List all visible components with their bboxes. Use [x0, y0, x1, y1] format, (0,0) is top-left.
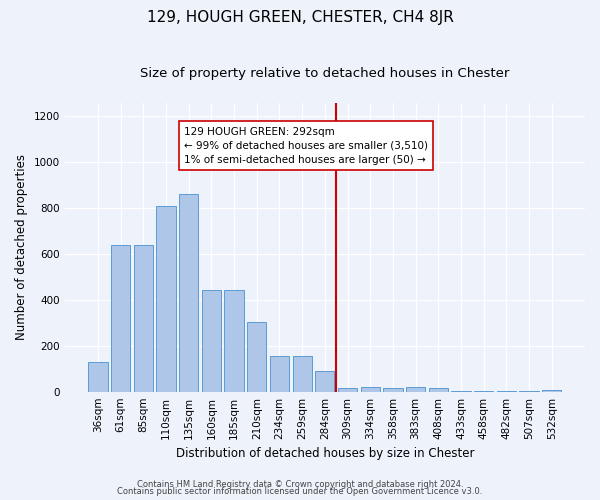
Text: 129, HOUGH GREEN, CHESTER, CH4 8JR: 129, HOUGH GREEN, CHESTER, CH4 8JR — [146, 10, 454, 25]
Bar — [134, 245, 153, 392]
Text: 129 HOUGH GREEN: 292sqm
← 99% of detached houses are smaller (3,510)
1% of semi-: 129 HOUGH GREEN: 292sqm ← 99% of detache… — [184, 126, 428, 164]
Bar — [474, 390, 493, 392]
Bar — [315, 371, 334, 392]
Text: Contains HM Land Registry data © Crown copyright and database right 2024.: Contains HM Land Registry data © Crown c… — [137, 480, 463, 489]
Y-axis label: Number of detached properties: Number of detached properties — [15, 154, 28, 340]
Bar — [247, 322, 266, 392]
Bar — [383, 388, 403, 392]
Bar — [157, 206, 176, 392]
Bar — [179, 194, 199, 392]
Bar — [202, 290, 221, 392]
Bar — [497, 391, 516, 392]
Bar — [542, 390, 562, 392]
Bar — [361, 387, 380, 392]
Bar — [88, 362, 107, 392]
Bar — [520, 391, 539, 392]
Bar — [270, 356, 289, 392]
Text: Contains public sector information licensed under the Open Government Licence v3: Contains public sector information licen… — [118, 488, 482, 496]
Bar — [111, 245, 130, 392]
Bar — [451, 390, 470, 392]
Bar — [428, 388, 448, 392]
Title: Size of property relative to detached houses in Chester: Size of property relative to detached ho… — [140, 68, 509, 80]
X-axis label: Distribution of detached houses by size in Chester: Distribution of detached houses by size … — [176, 447, 474, 460]
Bar — [338, 388, 357, 392]
Bar — [224, 290, 244, 392]
Bar — [293, 356, 312, 392]
Bar — [406, 387, 425, 392]
